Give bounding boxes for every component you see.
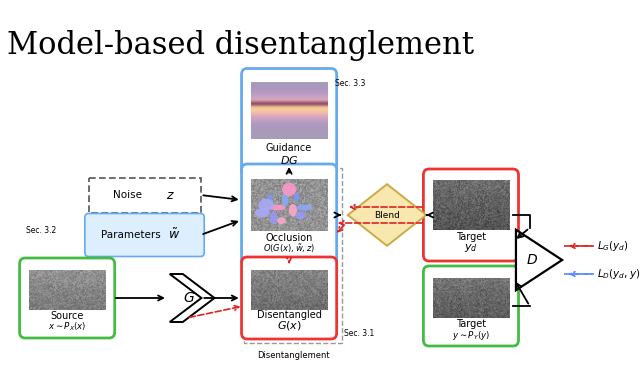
Polygon shape <box>348 184 426 246</box>
Text: Sec. 3.1: Sec. 3.1 <box>344 329 374 338</box>
Text: Target: Target <box>456 319 486 329</box>
Text: Disentangled: Disentangled <box>257 310 321 320</box>
FancyBboxPatch shape <box>424 266 518 346</box>
Text: $O(G(x), \tilde{w}, z)$: $O(G(x), \tilde{w}, z)$ <box>263 243 316 255</box>
Text: Guidance: Guidance <box>266 142 312 152</box>
Text: $L_D(y_d, y)$: $L_D(y_d, y)$ <box>596 267 640 281</box>
Text: Sec. 3.2: Sec. 3.2 <box>26 226 56 234</box>
FancyBboxPatch shape <box>85 213 204 257</box>
Ellipse shape <box>296 211 305 219</box>
Text: Blend: Blend <box>374 211 400 219</box>
Text: $\tilde{w}$: $\tilde{w}$ <box>168 228 180 242</box>
Ellipse shape <box>269 205 285 211</box>
Ellipse shape <box>282 183 296 196</box>
Ellipse shape <box>294 193 300 202</box>
Text: $L_G(y_d)$: $L_G(y_d)$ <box>596 239 628 253</box>
Ellipse shape <box>266 195 273 200</box>
Text: Disentanglement: Disentanglement <box>257 351 330 360</box>
Ellipse shape <box>296 205 312 211</box>
Text: Model-based disentanglement: Model-based disentanglement <box>8 30 474 61</box>
Bar <box>244 168 342 343</box>
Text: $D$: $D$ <box>525 253 538 267</box>
Ellipse shape <box>277 217 286 224</box>
Text: $G(x)$: $G(x)$ <box>276 319 301 332</box>
Text: $G$: $G$ <box>183 291 195 305</box>
Bar <box>88 177 200 213</box>
Text: $x \sim P_X(x)$: $x \sim P_X(x)$ <box>48 321 86 333</box>
Text: Occlusion: Occlusion <box>266 233 313 243</box>
Ellipse shape <box>282 193 289 206</box>
Ellipse shape <box>259 199 274 211</box>
Text: Noise: Noise <box>113 190 142 200</box>
Text: $z$: $z$ <box>166 188 175 201</box>
FancyBboxPatch shape <box>424 169 518 261</box>
Text: Target: Target <box>456 232 486 242</box>
FancyBboxPatch shape <box>241 257 337 339</box>
Ellipse shape <box>289 204 297 216</box>
Polygon shape <box>516 230 562 290</box>
Text: Sec. 3.3: Sec. 3.3 <box>335 79 365 87</box>
Text: Parameters: Parameters <box>100 230 161 240</box>
FancyBboxPatch shape <box>241 164 337 266</box>
Polygon shape <box>170 274 214 322</box>
FancyBboxPatch shape <box>241 69 337 175</box>
Text: Source: Source <box>51 311 84 321</box>
Text: $y \sim P_Y(y)$: $y \sim P_Y(y)$ <box>452 329 490 342</box>
Text: $DG$: $DG$ <box>280 154 298 165</box>
FancyBboxPatch shape <box>20 258 115 338</box>
Ellipse shape <box>255 208 269 218</box>
Text: $y_d$: $y_d$ <box>464 242 478 254</box>
Ellipse shape <box>270 212 278 224</box>
